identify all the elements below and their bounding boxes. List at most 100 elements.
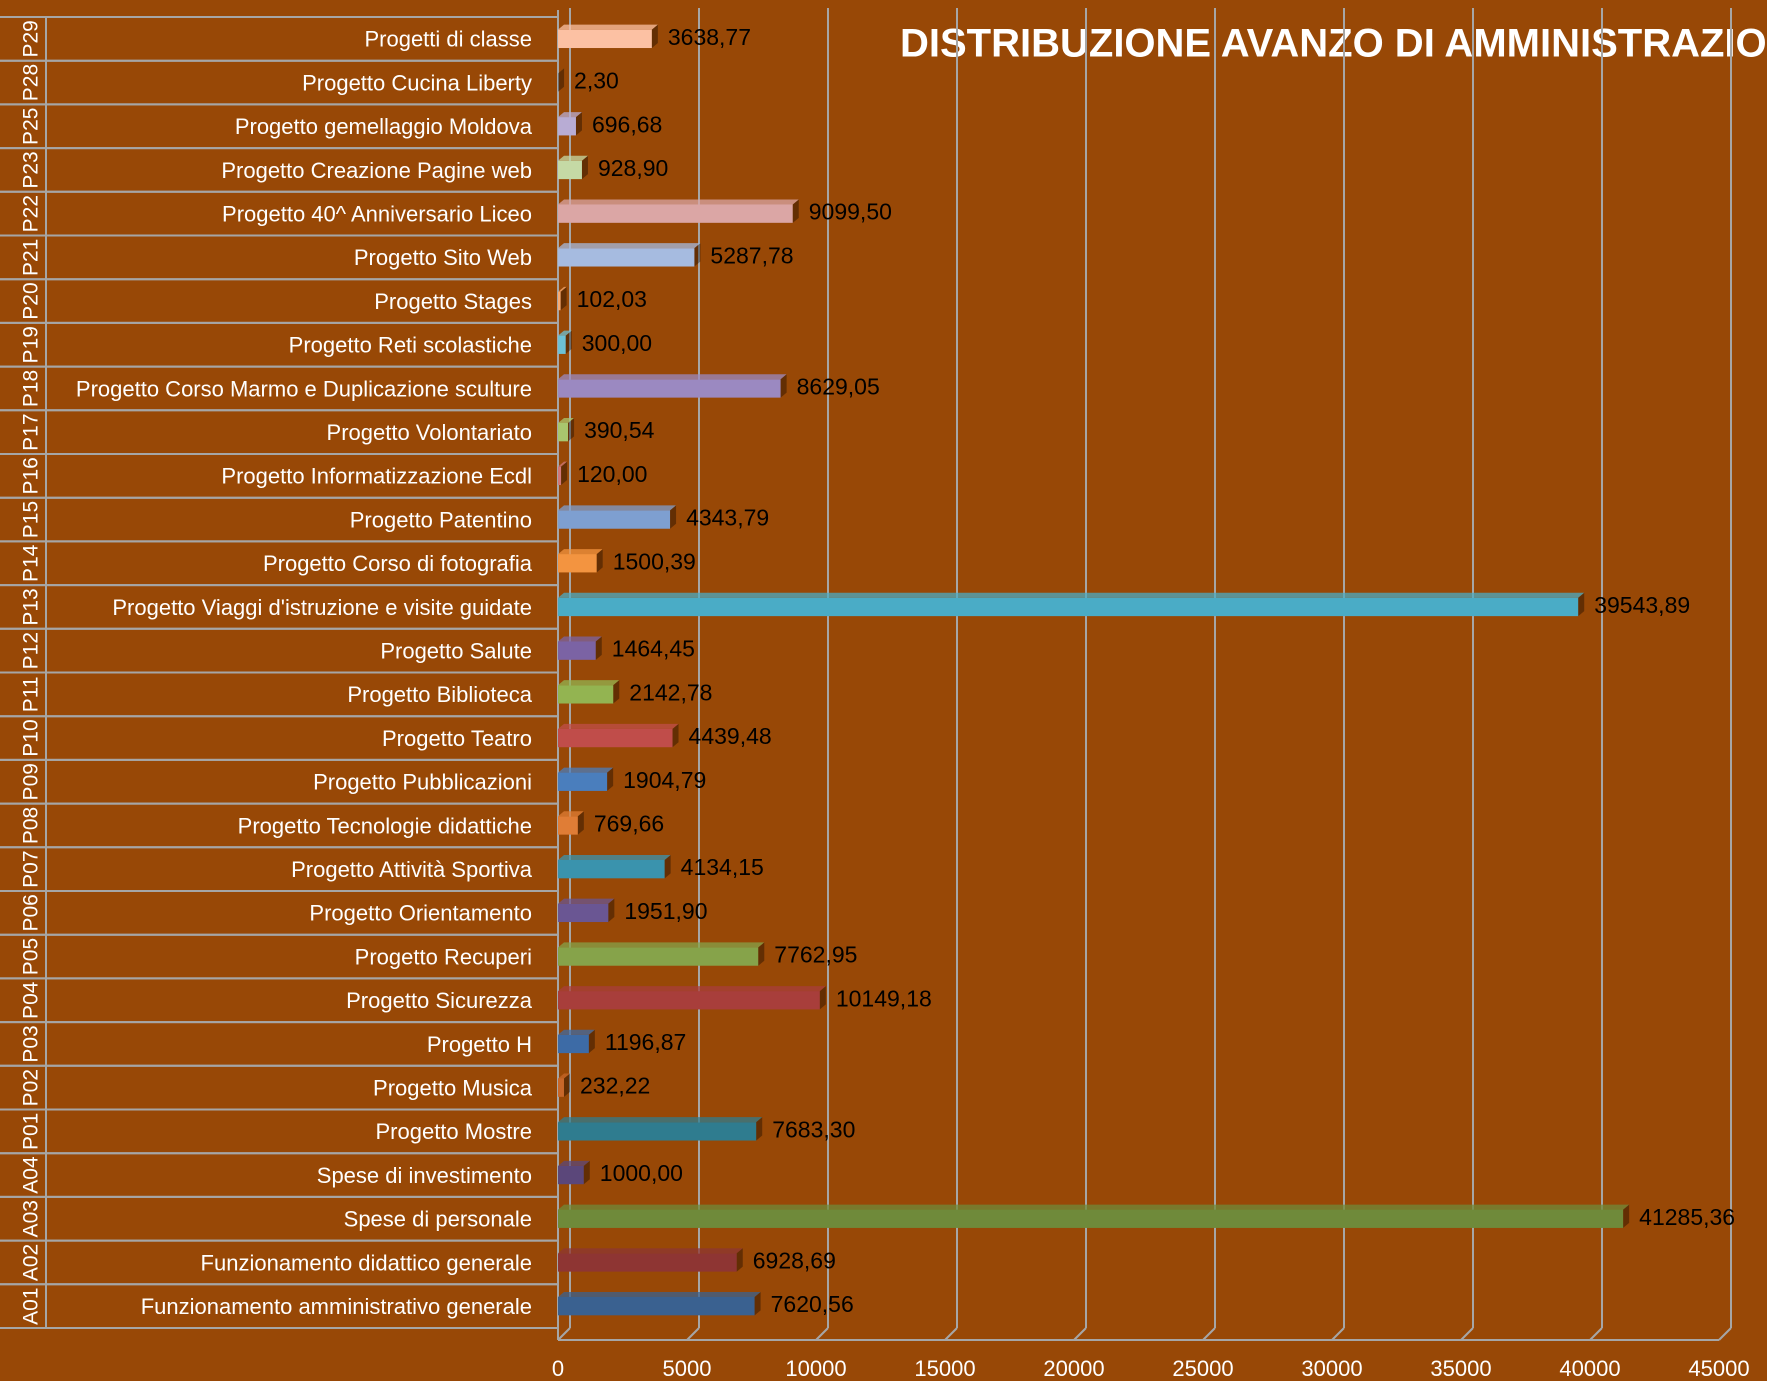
group-label: P14 bbox=[20, 544, 43, 582]
bar-top bbox=[558, 942, 765, 948]
bar bbox=[558, 1122, 757, 1141]
data-label: 39543,89 bbox=[1594, 592, 1690, 618]
grid-floor bbox=[686, 1327, 700, 1341]
bar-top bbox=[558, 854, 671, 860]
grid-floor bbox=[1718, 1327, 1732, 1341]
y-tick-label: Progetto 40^ Anniversario Liceo bbox=[222, 201, 532, 226]
grid-floor bbox=[1073, 1327, 1087, 1341]
data-label: 102,03 bbox=[577, 286, 647, 312]
bar bbox=[558, 597, 1579, 617]
bar-top bbox=[558, 723, 679, 729]
bar bbox=[558, 859, 665, 879]
grid-floor bbox=[1460, 1327, 1474, 1341]
data-label: 2142,78 bbox=[629, 679, 712, 705]
y-tick-label: Progetto Sito Web bbox=[354, 245, 532, 270]
x-tick-label: 10000 bbox=[785, 1356, 846, 1381]
grid-floor bbox=[815, 1327, 829, 1341]
bar bbox=[558, 991, 820, 1010]
y-tick-label: Progetto Orientamento bbox=[309, 901, 532, 926]
group-label: P07 bbox=[20, 850, 43, 887]
data-label: 4439,48 bbox=[689, 723, 772, 749]
x-tick-label: 0 bbox=[552, 1356, 564, 1381]
group-label: A04 bbox=[20, 1156, 43, 1194]
bar bbox=[558, 554, 597, 573]
bar-side bbox=[595, 636, 602, 660]
bar bbox=[558, 422, 569, 442]
y-tick-label: Funzionamento amministrativo generale bbox=[141, 1294, 532, 1319]
bar bbox=[558, 248, 695, 267]
bar-side bbox=[565, 330, 572, 354]
bar bbox=[558, 641, 596, 660]
bar-top bbox=[558, 592, 1585, 598]
x-tick-label: 35000 bbox=[1430, 1356, 1491, 1381]
bar-side bbox=[754, 1291, 761, 1316]
bar-side bbox=[694, 243, 701, 267]
group-label: A01 bbox=[20, 1287, 43, 1324]
bar-side bbox=[558, 68, 565, 92]
group-label: P09 bbox=[20, 763, 43, 800]
bar bbox=[558, 1165, 584, 1185]
bar-side bbox=[792, 199, 799, 223]
bar-top bbox=[558, 680, 620, 686]
data-label: 300,00 bbox=[582, 330, 652, 356]
data-label: 1951,90 bbox=[624, 898, 707, 924]
bar bbox=[558, 466, 562, 486]
y-tick-label: Progetto Salute bbox=[380, 638, 532, 663]
grid-floor bbox=[1589, 1327, 1603, 1341]
bar bbox=[558, 335, 566, 354]
bar-top bbox=[558, 199, 799, 205]
bar-top bbox=[558, 1160, 590, 1166]
bar-top bbox=[558, 417, 575, 423]
y-tick-label: Progetto Pubblicazioni bbox=[313, 770, 532, 795]
group-label: P16 bbox=[20, 457, 43, 494]
data-label: 390,54 bbox=[584, 417, 655, 443]
bar bbox=[558, 379, 781, 398]
y-tick-label: Progetto Teatro bbox=[382, 726, 532, 751]
bar-side bbox=[758, 942, 765, 966]
group-label: P17 bbox=[20, 413, 43, 450]
bar bbox=[558, 291, 561, 311]
y-tick-label: Progetto Recuperi bbox=[355, 944, 532, 969]
bar-side bbox=[568, 417, 575, 442]
group-label: P25 bbox=[20, 108, 43, 145]
bar-top bbox=[558, 461, 568, 467]
bar-side bbox=[581, 155, 588, 180]
group-label: P21 bbox=[20, 239, 43, 276]
group-label: P10 bbox=[20, 719, 43, 756]
bar bbox=[558, 1296, 755, 1316]
group-label: P04 bbox=[20, 981, 43, 1019]
y-tick-label: Progetto Cucina Liberty bbox=[302, 70, 532, 95]
bar-side bbox=[608, 898, 615, 923]
bar-side bbox=[672, 723, 679, 748]
bar bbox=[558, 510, 671, 529]
data-label: 7620,56 bbox=[771, 1291, 854, 1317]
bar-top bbox=[558, 155, 588, 161]
bar bbox=[558, 728, 673, 748]
y-tick-label: Spese di investimento bbox=[317, 1163, 532, 1188]
group-label: P15 bbox=[20, 501, 43, 538]
bar bbox=[558, 204, 793, 223]
data-label: 1000,00 bbox=[600, 1160, 683, 1186]
bar-top bbox=[558, 1291, 761, 1297]
bar bbox=[558, 1078, 564, 1097]
y-tick-label: Progetto Patentino bbox=[350, 507, 532, 532]
y-tick-label: Progetto Reti scolastiche bbox=[289, 333, 532, 358]
group-label: P18 bbox=[20, 370, 43, 407]
data-label: 8629,05 bbox=[797, 374, 880, 400]
group-label: P13 bbox=[20, 588, 43, 625]
bar-top bbox=[558, 505, 677, 511]
y-tick-label: Progetto Corso di fotografia bbox=[263, 551, 533, 576]
x-tick-label: 5000 bbox=[663, 1356, 712, 1381]
bar-top bbox=[558, 112, 582, 118]
bar-side bbox=[583, 1160, 590, 1185]
group-label: P01 bbox=[20, 1113, 43, 1150]
data-label: 4134,15 bbox=[681, 854, 764, 880]
bar-side bbox=[561, 461, 568, 486]
y-tick-label: Progetto Stages bbox=[374, 289, 532, 314]
x-tick-label: 20000 bbox=[1043, 1356, 1104, 1381]
bar bbox=[558, 903, 609, 923]
bar-top bbox=[558, 986, 826, 992]
group-label: P19 bbox=[20, 326, 43, 363]
group-label: P05 bbox=[20, 938, 43, 975]
data-label: 10149,18 bbox=[836, 985, 932, 1011]
